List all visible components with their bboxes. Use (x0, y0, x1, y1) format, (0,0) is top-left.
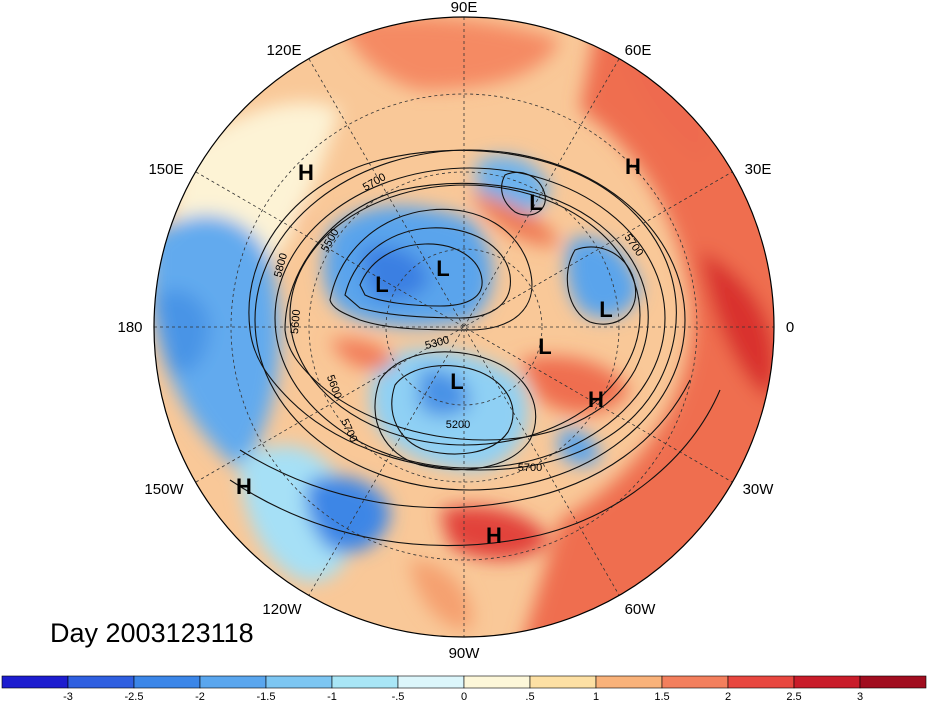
lon-label: 120E (266, 42, 301, 59)
colorbar-swatch (727, 675, 795, 689)
colorbar-swatch (133, 675, 201, 689)
lon-label: 30E (745, 161, 772, 178)
high-pressure-marker: H (236, 474, 252, 499)
low-pressure-marker: L (436, 256, 449, 281)
high-pressure-marker: H (486, 523, 502, 548)
lon-label: 60W (625, 601, 657, 618)
map-boundary (153, 16, 775, 638)
height-contours (229, 149, 721, 547)
contour-label: 5600 (289, 309, 303, 334)
colorbar-tick-label: -2.5 (125, 691, 144, 702)
low-pressure-marker: L (450, 369, 463, 394)
colorbar-tick-label: -1.5 (257, 691, 276, 702)
colorbar: -3 -2.5 -2 -1.5 -1 -.5 0 .5 1 1.5 2 2.5 3 (1, 675, 927, 702)
longitude-labels: 90E 60E 30E 0 30W 60W 90W 120W 150W 180 … (117, 0, 794, 662)
colorbar-swatch (463, 675, 531, 689)
colorbar-tick-label: 1.5 (654, 691, 669, 702)
colorbar-swatch (1, 675, 69, 689)
colorbar-tick-label: 1 (593, 691, 599, 702)
lon-label: 90W (449, 645, 481, 662)
low-pressure-marker: L (538, 334, 551, 359)
lon-label: 120W (262, 601, 302, 618)
colorbar-swatch (859, 675, 927, 689)
colorbar-swatch (199, 675, 267, 689)
colorbar-swatch (265, 675, 333, 689)
low-pressure-marker: L (529, 190, 542, 215)
colorbar-tick-label: 3 (857, 691, 863, 702)
colorbar-swatch (331, 675, 399, 689)
graticule (154, 17, 774, 637)
colorbar-tick-label: .5 (525, 691, 534, 702)
colorbar-tick-label: -1 (327, 691, 337, 702)
colorbar-swatch (397, 675, 465, 689)
colorbar-swatch (595, 675, 663, 689)
lon-label: 30W (743, 481, 775, 498)
colorbar-tick-label: 2.5 (786, 691, 801, 702)
colorbar-tick-label: -3 (63, 691, 73, 702)
high-pressure-marker: H (625, 154, 641, 179)
pressure-systems: H H L L L L L L H H H (236, 154, 641, 548)
lon-label: 150W (144, 481, 184, 498)
colorbar-tick-label: 0 (461, 691, 467, 702)
high-pressure-marker: H (588, 387, 604, 412)
colorbar-swatch (793, 675, 861, 689)
lon-label: 90E (451, 0, 478, 16)
colorbar-swatch (67, 675, 135, 689)
contour-label: 5200 (446, 419, 470, 431)
lon-label: 60E (625, 42, 652, 59)
lon-label: 0 (786, 319, 794, 336)
colorbar-swatch (529, 675, 597, 689)
lon-label: 180 (117, 319, 142, 336)
low-pressure-marker: L (599, 297, 612, 322)
colorbar-swatch (661, 675, 729, 689)
contour-label: 5700 (518, 462, 542, 474)
day-title: Day 2003123118 (50, 618, 254, 648)
low-pressure-marker: L (375, 272, 388, 297)
lon-label: 150E (148, 161, 183, 178)
colorbar-tick-label: -.5 (392, 691, 405, 702)
colorbar-tick-label: 2 (725, 691, 731, 702)
high-pressure-marker: H (298, 160, 314, 185)
colorbar-tick-label: -2 (195, 691, 205, 702)
